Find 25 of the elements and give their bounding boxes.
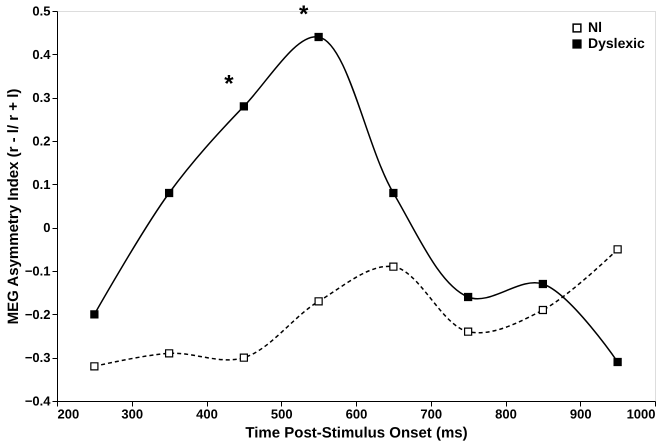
y-tick-label: 0.2 <box>32 134 50 148</box>
annotation: * <box>224 70 234 98</box>
x-tick-label: 400 <box>196 406 218 422</box>
y-tick-label: 0.4 <box>32 46 52 62</box>
y-tick-label: −0.3 <box>24 350 50 366</box>
legend-label: Dyslexic <box>588 35 646 51</box>
x-axis-title: Time Post-Stimulus Onset (ms) <box>245 424 468 442</box>
y-tick-label: 0.3 <box>32 90 50 106</box>
y-tick-label: 0.5 <box>32 4 50 18</box>
x-tick-label: 900 <box>570 406 592 422</box>
y-axis-title: MEG Asymmetry Index (r - l/ r + l) <box>4 88 22 324</box>
y-tick-label: −0.2 <box>24 306 50 322</box>
y-tick-label: −0.1 <box>24 264 50 278</box>
x-tick-label: 200 <box>58 406 80 422</box>
x-tick-label: 600 <box>346 406 368 422</box>
annotation: * <box>298 1 309 28</box>
x-tick-label: 1000 <box>626 406 656 422</box>
legend-label: Nl <box>588 19 602 35</box>
y-tick-label: 0 <box>43 220 50 236</box>
x-tick-label: 800 <box>495 406 517 422</box>
y-tick-label: −0.4 <box>24 394 52 408</box>
x-tick-label: 300 <box>121 406 144 422</box>
x-tick-label: 700 <box>420 406 442 422</box>
x-tick-label: 500 <box>270 406 293 422</box>
y-tick-label: 0.1 <box>32 176 50 192</box>
